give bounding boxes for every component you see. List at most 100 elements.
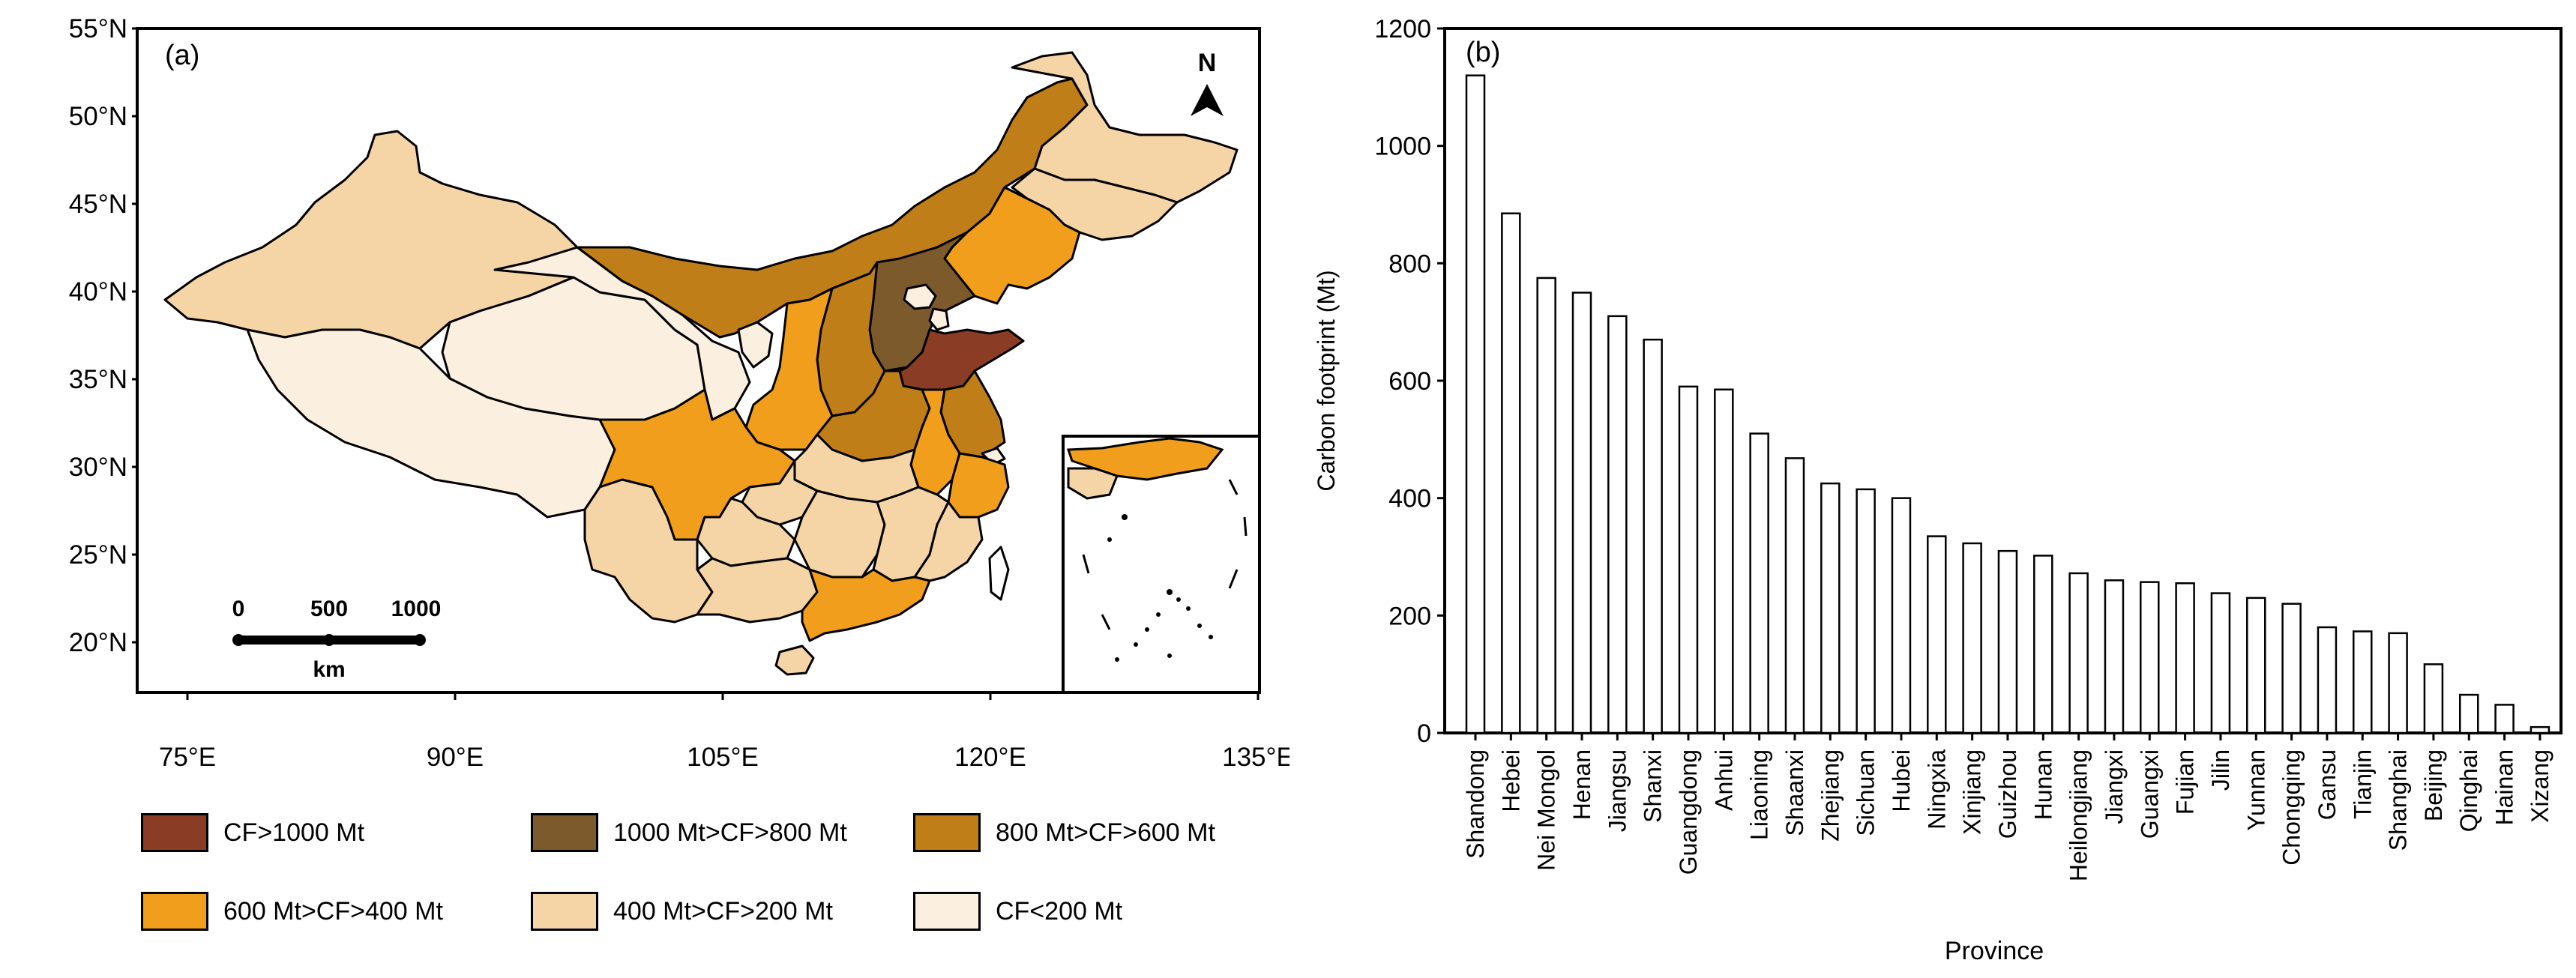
legend-swatch xyxy=(531,813,598,852)
bar-ningxia xyxy=(1927,535,1947,734)
region-taiwan xyxy=(988,546,1010,601)
x-tick-label: Guangdong xyxy=(1675,749,1702,875)
lat-tick-label: 25°N xyxy=(69,540,127,570)
y-tick-label: 1200 xyxy=(1374,15,1431,43)
x-tick-label: Yunnan xyxy=(2242,749,2269,831)
bar-yunnan xyxy=(2246,597,2266,734)
x-tick-label: Fujian xyxy=(2172,749,2199,815)
legend-swatch xyxy=(531,892,598,931)
legend-label: 1000 Mt>CF>800 Mt xyxy=(613,818,847,847)
legend-item-cf-gt-1000: CF>1000 Mt xyxy=(141,813,364,852)
legend-label: 600 Mt>CF>400 Mt xyxy=(223,896,443,926)
bar-shanghai xyxy=(2388,632,2408,734)
x-tick-label: Liaoning xyxy=(1746,749,1773,840)
bar-sichuan xyxy=(1856,488,1876,734)
region-fujian xyxy=(913,501,984,582)
x-tick-label: Nei Mongol xyxy=(1533,749,1560,871)
x-tick-label: Hebei xyxy=(1497,749,1524,812)
map-inset xyxy=(1062,435,1261,694)
bar-xinjiang xyxy=(1962,542,1982,734)
x-tick-label: Heilongjiang xyxy=(2065,749,2092,881)
region-guangdong xyxy=(801,568,931,642)
x-tick-label: Shanxi xyxy=(1640,749,1667,823)
x-tick-label: Guizhou xyxy=(1994,749,2021,839)
bar-henan xyxy=(1571,292,1592,734)
x-tick-label: Shaanxi xyxy=(1781,749,1808,836)
lat-tick-label: 30°N xyxy=(69,453,127,482)
bar-hainan xyxy=(2494,704,2515,734)
x-tick-label: Shandong xyxy=(1462,749,1489,859)
svg-text:N: N xyxy=(1198,49,1217,77)
bar-tianjin xyxy=(2353,630,2373,734)
region-guangxi xyxy=(696,557,819,624)
legend-swatch xyxy=(141,813,208,852)
legend-label: 400 Mt>CF>200 Mt xyxy=(613,896,833,926)
y-tick-label: 0 xyxy=(1417,719,1431,748)
region-hainan xyxy=(774,645,815,676)
bar-chart: (b) 0 200 400 600 800 1000 1200 Shandong Hebei N… xyxy=(1313,15,2563,965)
x-tick-label: Xinjiang xyxy=(1959,749,1986,835)
legend-label: CF>1000 Mt xyxy=(223,818,365,847)
lat-tick-label: 55°N xyxy=(69,14,127,43)
lat-tick-label: 35°N xyxy=(69,365,127,394)
legend-swatch xyxy=(141,892,208,931)
region-beijing xyxy=(903,283,937,310)
lon-tick-label: 135°E xyxy=(1222,743,1289,772)
bar-beijing xyxy=(2423,663,2444,734)
legend-label: CF<200 Mt xyxy=(996,896,1123,926)
x-tick-label: Sichuan xyxy=(1853,749,1880,836)
bar-shaanxi xyxy=(1784,457,1805,734)
bar-guangdong xyxy=(1678,385,1699,734)
y-axis: 0 200 400 600 800 1000 1200 xyxy=(1374,15,1445,748)
lat-tick-label: 20°N xyxy=(69,628,127,657)
bar-liaoning xyxy=(1749,432,1769,734)
x-tick-label: Qinghai xyxy=(2455,749,2482,832)
scale-label-1000: 1000 xyxy=(391,597,442,621)
bar-hunan xyxy=(2033,555,2053,734)
y-axis-title: Carbon footprint (Mt) xyxy=(1313,270,1340,491)
legend-item-200-400: 400 Mt>CF>200 Mt xyxy=(531,892,833,931)
legend-item-lt-200: CF<200 Mt xyxy=(913,892,1122,931)
y-tick-label: 400 xyxy=(1388,485,1431,513)
legend-swatch xyxy=(913,813,981,852)
x-tick-label: Chongqing xyxy=(2278,749,2305,866)
bars xyxy=(1465,74,2551,734)
bar-hubei xyxy=(1891,497,1912,734)
x-tick-label: Henan xyxy=(1568,749,1595,820)
legend-item-800-1000: 1000 Mt>CF>800 Mt xyxy=(531,813,847,852)
region-ningxia xyxy=(737,321,774,369)
y-tick-label: 800 xyxy=(1388,250,1431,278)
region-heilongjiang xyxy=(1011,51,1239,204)
map-lon-axis: 75°E 90°E 105°E 120°E 135°E xyxy=(159,692,1289,772)
legend-label: 800 Mt>CF>600 Mt xyxy=(996,818,1215,847)
panel-b-label: (b) xyxy=(1466,37,1500,68)
map-regions xyxy=(163,51,1239,676)
scale-bar: 0 500 1000 km xyxy=(232,597,442,682)
x-tick-label: Hubei xyxy=(1888,749,1915,812)
y-tick-label: 1000 xyxy=(1374,133,1431,161)
legend-item-600-800: 800 Mt>CF>600 Mt xyxy=(913,813,1215,852)
x-tick-label: Tianjin xyxy=(2349,749,2376,819)
lon-tick-label: 75°E xyxy=(159,743,216,772)
x-tick-label: Guangxi xyxy=(2136,749,2163,839)
bar-gansu xyxy=(2317,626,2338,734)
north-arrow: N xyxy=(1191,49,1224,116)
region-zhejiang xyxy=(947,452,1010,519)
bar-xizang xyxy=(2530,725,2551,734)
lon-tick-label: 120°E xyxy=(954,743,1026,772)
lat-tick-label: 45°N xyxy=(69,190,127,219)
scale-label-500: 500 xyxy=(310,597,348,621)
bar-anhui xyxy=(1714,388,1734,734)
x-tick-label: Gansu xyxy=(2314,749,2341,820)
legend-swatch xyxy=(913,892,981,931)
scale-label-0: 0 xyxy=(232,597,245,621)
bar-chongqing xyxy=(2281,603,2302,734)
x-tick-label: Xizang xyxy=(2527,749,2554,823)
panel-a-label: (a) xyxy=(165,40,199,71)
x-tick-label: Hunan xyxy=(2029,749,2056,820)
lon-tick-label: 90°E xyxy=(427,743,484,772)
lat-tick-label: 50°N xyxy=(69,102,127,131)
lat-tick-label: 40°N xyxy=(69,277,127,307)
lon-tick-label: 105°E xyxy=(687,743,759,772)
bar-shandong xyxy=(1465,74,1486,734)
